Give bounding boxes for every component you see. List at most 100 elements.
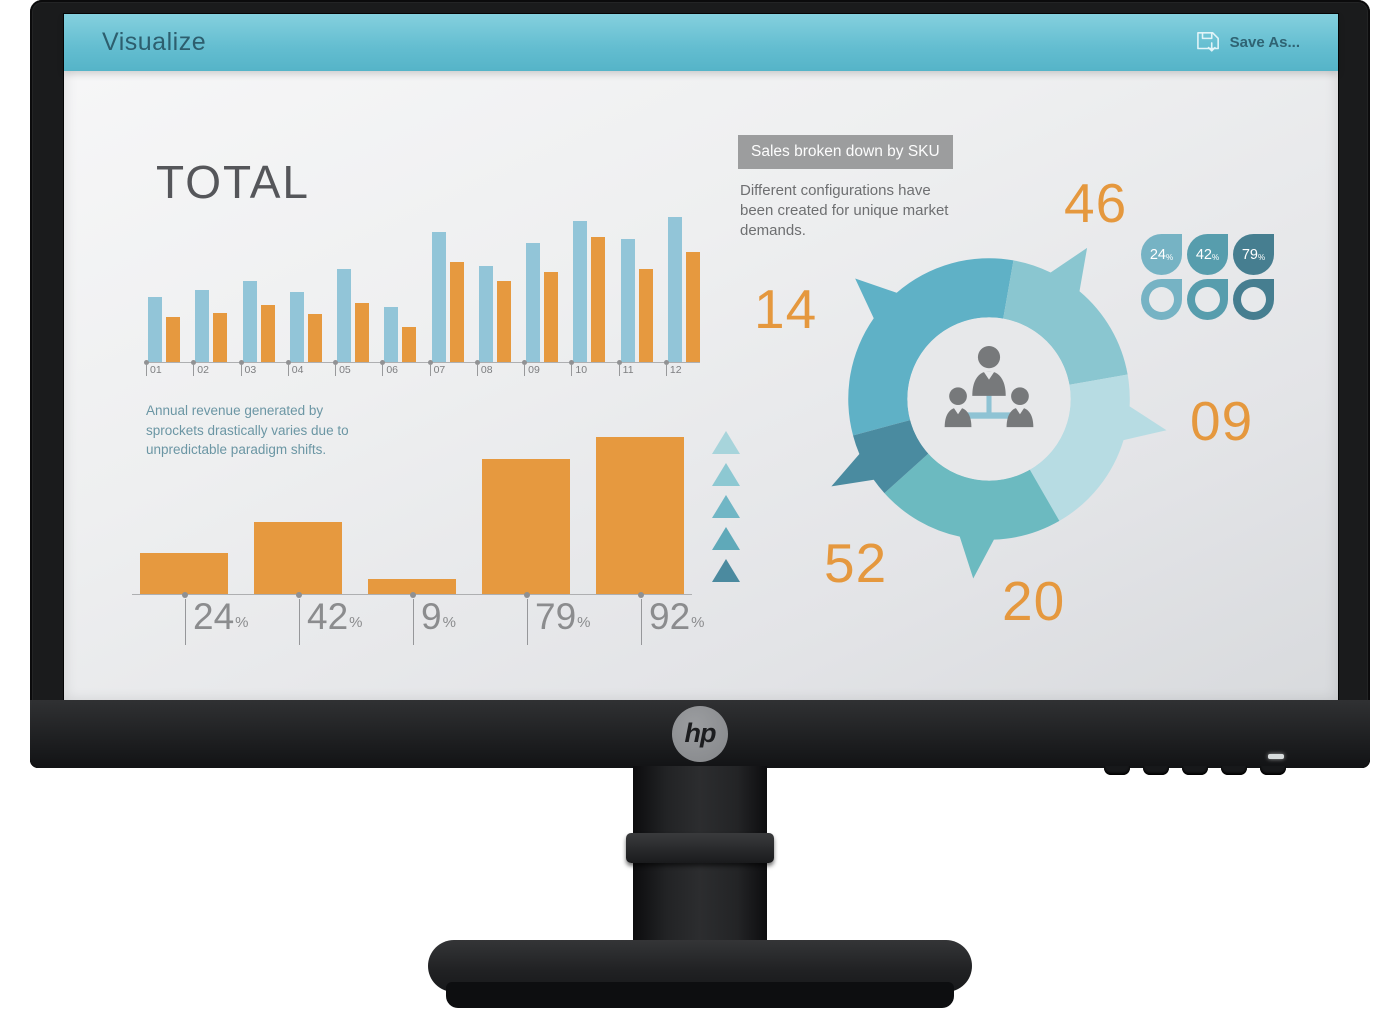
bar-group: 06 xyxy=(380,217,417,376)
dashboard-content: TOTAL 01 02 03 04 05 06 07 08 09 10 11 12 Annual re… xyxy=(64,71,1338,701)
bar-group: 02 xyxy=(191,217,228,376)
pct-bar xyxy=(482,458,570,594)
hp-logo: hp xyxy=(672,706,728,762)
power-led xyxy=(1268,754,1284,759)
sku-header: Sales broken down by SKU xyxy=(738,135,953,169)
bar-group: 01 xyxy=(144,217,180,376)
pct-bar-chart: 24% 42% 9% 79% 92% xyxy=(132,423,705,645)
bar xyxy=(195,289,210,362)
bar-group: 05 xyxy=(333,217,370,376)
screen: Visualize Save As... TOTAL 01 02 03 04 05 06 0… xyxy=(63,13,1339,702)
pct-label: 24% xyxy=(185,598,249,645)
pct-bar-group: 9% xyxy=(368,423,456,645)
bar xyxy=(307,314,322,362)
pct-label: 92% xyxy=(641,598,705,645)
triangle-icon xyxy=(712,495,740,518)
monitor-base-foot xyxy=(446,982,954,1008)
bar xyxy=(148,296,162,362)
pct-bar-group: 24% xyxy=(140,423,249,645)
pct-badge: 79% xyxy=(1233,234,1274,275)
annual-revenue-note: Annual revenue generated by sprockets dr… xyxy=(146,403,349,458)
triangle-stack xyxy=(711,431,741,591)
hp-logo-text: hp xyxy=(684,717,717,748)
bar xyxy=(620,238,635,362)
save-icon xyxy=(1196,32,1219,52)
month-label: 05 xyxy=(335,365,351,376)
save-as-button[interactable]: Save As... xyxy=(1196,31,1300,54)
monthly-bar-chart: 01 02 03 04 05 06 07 08 09 10 11 12 xyxy=(144,217,700,376)
bar xyxy=(402,327,417,362)
pct-bar xyxy=(254,522,342,594)
month-label: 02 xyxy=(193,365,209,376)
month-label: 11 xyxy=(618,365,634,376)
sku-note: Different configurations have been creat… xyxy=(740,182,949,239)
bar xyxy=(242,280,257,362)
bar xyxy=(544,272,559,362)
donut-segment-left xyxy=(848,258,1014,436)
bar-group: 12 xyxy=(663,217,700,376)
bar-group: 11 xyxy=(616,217,653,376)
pct-bar xyxy=(596,436,684,594)
ring-icon xyxy=(1233,279,1274,320)
osd-button xyxy=(1182,766,1208,775)
bar xyxy=(166,317,180,362)
bar-group: 08 xyxy=(474,217,511,376)
monitor-stand-collar xyxy=(626,833,774,863)
month-label: 10 xyxy=(571,365,587,376)
osd-button xyxy=(1260,766,1286,775)
total-heading: TOTAL xyxy=(156,156,310,208)
bar xyxy=(213,312,228,362)
callout-09: 09 xyxy=(1190,390,1254,452)
month-label: 03 xyxy=(240,365,256,376)
ring-icon xyxy=(1141,279,1182,320)
month-label: 07 xyxy=(429,365,445,376)
pct-bar xyxy=(140,552,228,594)
titlebar: Visualize Save As... xyxy=(64,14,1338,71)
osd-buttons xyxy=(1104,766,1286,775)
monitor-chin: hp xyxy=(30,700,1370,775)
badge-row: 24% 42% 79% xyxy=(1141,234,1274,275)
monitor: Visualize Save As... TOTAL 01 02 03 04 05 06 0… xyxy=(30,0,1370,775)
bar xyxy=(384,306,399,362)
triangle-icon xyxy=(712,431,740,454)
osd-button xyxy=(1143,766,1169,775)
donut-segment-bottom xyxy=(884,453,1060,579)
bar xyxy=(667,217,682,362)
ring-row xyxy=(1141,279,1274,320)
bar-group: 07 xyxy=(427,217,464,376)
bar xyxy=(685,251,700,362)
donut-segment-top-right xyxy=(1003,247,1128,385)
ring-icon xyxy=(1187,279,1228,320)
sku-donut-chart xyxy=(831,247,1167,579)
app-title: Visualize xyxy=(102,28,207,56)
bar xyxy=(431,231,446,362)
bar xyxy=(496,280,511,362)
bar-group: 04 xyxy=(285,217,322,376)
pct-label: 9% xyxy=(413,598,456,645)
month-label: 08 xyxy=(476,365,493,376)
bar xyxy=(638,269,653,362)
callout-14: 14 xyxy=(754,278,818,340)
pct-label: 42% xyxy=(299,598,363,645)
pct-bar-group: 79% xyxy=(482,423,591,645)
callout-46: 46 xyxy=(1064,172,1128,234)
monthly-bars: 01 02 03 04 05 06 07 08 09 10 11 12 xyxy=(144,217,700,376)
bar xyxy=(478,266,493,362)
donut-segment-right xyxy=(1029,374,1167,521)
month-label: 12 xyxy=(665,365,682,376)
month-label: 01 xyxy=(146,365,162,376)
pct-bar-group: 42% xyxy=(254,423,363,645)
pct-badge: 42% xyxy=(1187,234,1228,275)
triangle-icon xyxy=(712,559,740,582)
pct-bar-group: 92% xyxy=(596,423,705,645)
month-label: 09 xyxy=(524,365,540,376)
donut-segment-bottom-left xyxy=(831,420,929,494)
bar-group: 03 xyxy=(238,217,275,376)
bar xyxy=(573,221,588,362)
bar-group: 09 xyxy=(522,217,559,376)
bar xyxy=(526,243,541,362)
triangle-icon xyxy=(712,527,740,550)
pct-bars: 24% 42% 9% 79% 92% xyxy=(132,423,705,645)
bar xyxy=(591,237,606,362)
